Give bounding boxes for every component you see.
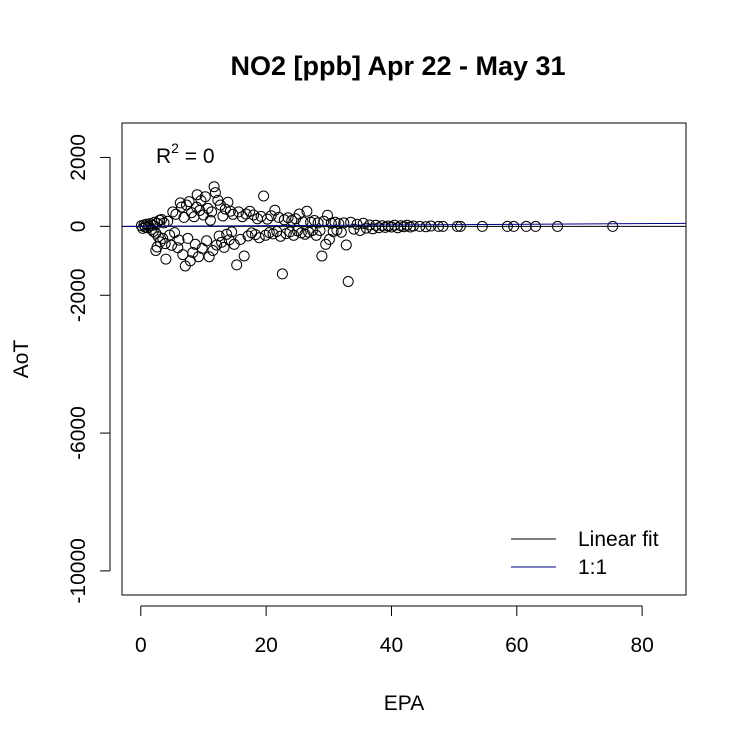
data-point-65 — [216, 236, 228, 248]
data-point-90 — [258, 190, 270, 202]
data-point-37 — [181, 199, 192, 211]
data-point-27 — [167, 206, 179, 218]
data-point-113 — [301, 205, 313, 217]
data-point-83 — [244, 205, 256, 217]
data-point-63 — [213, 230, 225, 242]
data-point-96 — [269, 204, 281, 216]
data-point-23 — [160, 253, 172, 265]
plot-frame — [121, 122, 687, 596]
data-point-57 — [206, 206, 218, 218]
data-point-31 — [173, 234, 185, 246]
data-point-46 — [191, 189, 203, 201]
data-point-135 — [345, 216, 357, 228]
data-point-99 — [275, 230, 286, 242]
y-tick-label-0: 2000 — [67, 134, 90, 181]
y-tick-label-3: -6000 — [67, 406, 90, 460]
data-point-38 — [182, 232, 194, 244]
y-tick-label-1: 0 — [67, 221, 90, 233]
data-point-78 — [234, 233, 246, 245]
data-point-82 — [242, 230, 254, 242]
data-point-72 — [224, 205, 236, 217]
data-point-60 — [209, 187, 221, 199]
data-point-100 — [276, 268, 288, 280]
data-point-52 — [199, 191, 211, 203]
data-point-104 — [284, 226, 296, 238]
fit-lines — [122, 222, 686, 227]
data-point-56 — [204, 214, 216, 226]
r-squared-value: = 0 — [179, 145, 215, 168]
y-axis-label: AoT — [10, 340, 33, 379]
data-point-22 — [159, 238, 171, 250]
data-point-88 — [253, 232, 265, 244]
data-point-53 — [201, 235, 213, 247]
data-point-119 — [312, 217, 324, 229]
data-point-68 — [219, 203, 231, 215]
data-point-59 — [208, 181, 220, 193]
data-point-58 — [207, 245, 219, 256]
y-tick-label-2: -2000 — [67, 268, 90, 322]
y-tick-label-4: -10000 — [67, 538, 90, 603]
data-point-130 — [333, 218, 345, 230]
data-point-19 — [156, 214, 167, 225]
data-point-85 — [248, 209, 260, 221]
data-point-20 — [157, 232, 169, 244]
data-point-55 — [203, 251, 215, 263]
data-point-134 — [342, 276, 354, 287]
data-point-25 — [164, 229, 176, 241]
x-tick-label-3: 60 — [505, 634, 528, 657]
data-point-18 — [154, 236, 166, 248]
data-point-133 — [340, 239, 352, 251]
data-point-103 — [282, 212, 294, 224]
data-point-91 — [260, 229, 271, 241]
data-point-98 — [273, 211, 285, 223]
legend-label-linear-fit: Linear fit — [578, 528, 659, 551]
data-point-39 — [183, 196, 195, 208]
x-tick-label-1: 20 — [254, 634, 277, 657]
data-point-94 — [265, 210, 277, 222]
x-tick-label-2: 40 — [380, 634, 403, 657]
data-point-92 — [261, 213, 273, 225]
data-point-81 — [240, 208, 252, 220]
x-tick-label-4: 80 — [630, 634, 653, 657]
data-point-29 — [170, 208, 182, 220]
data-point-111 — [297, 216, 309, 228]
y-axis: 2000 0 -2000 -6000 -10000 — [67, 134, 111, 604]
data-point-67 — [218, 241, 230, 253]
data-point-33 — [176, 201, 187, 213]
legend: Linear fit 1:1 — [511, 528, 659, 579]
legend-label-one-to-one: 1:1 — [578, 556, 607, 579]
r-squared-superscript: 2 — [171, 140, 179, 156]
data-point-49 — [195, 195, 207, 206]
data-point-73 — [226, 226, 238, 238]
data-point-80 — [238, 250, 250, 262]
one-to-one-line — [122, 222, 686, 227]
data-point-121 — [316, 250, 328, 262]
x-axis: 0 20 40 60 80 — [135, 605, 654, 657]
data-point-79 — [236, 211, 248, 223]
chart-title: NO2 [ppb] Apr 22 - May 31 — [230, 51, 565, 81]
data-point-7 — [144, 218, 156, 230]
data-point-8 — [146, 224, 157, 235]
data-point-54 — [202, 202, 214, 214]
x-tick-label-0: 0 — [135, 634, 147, 657]
data-point-69 — [221, 228, 233, 240]
r-squared-base: R — [156, 145, 171, 168]
x-axis-label: EPA — [384, 692, 424, 715]
r-squared-annotation: R2 = 0 — [156, 140, 215, 168]
data-point-132 — [338, 217, 350, 229]
data-point-137 — [351, 218, 363, 230]
data-point-32 — [174, 197, 186, 209]
data-point-42 — [187, 247, 199, 258]
data-point-76 — [231, 259, 243, 271]
data-point-26 — [166, 239, 177, 251]
